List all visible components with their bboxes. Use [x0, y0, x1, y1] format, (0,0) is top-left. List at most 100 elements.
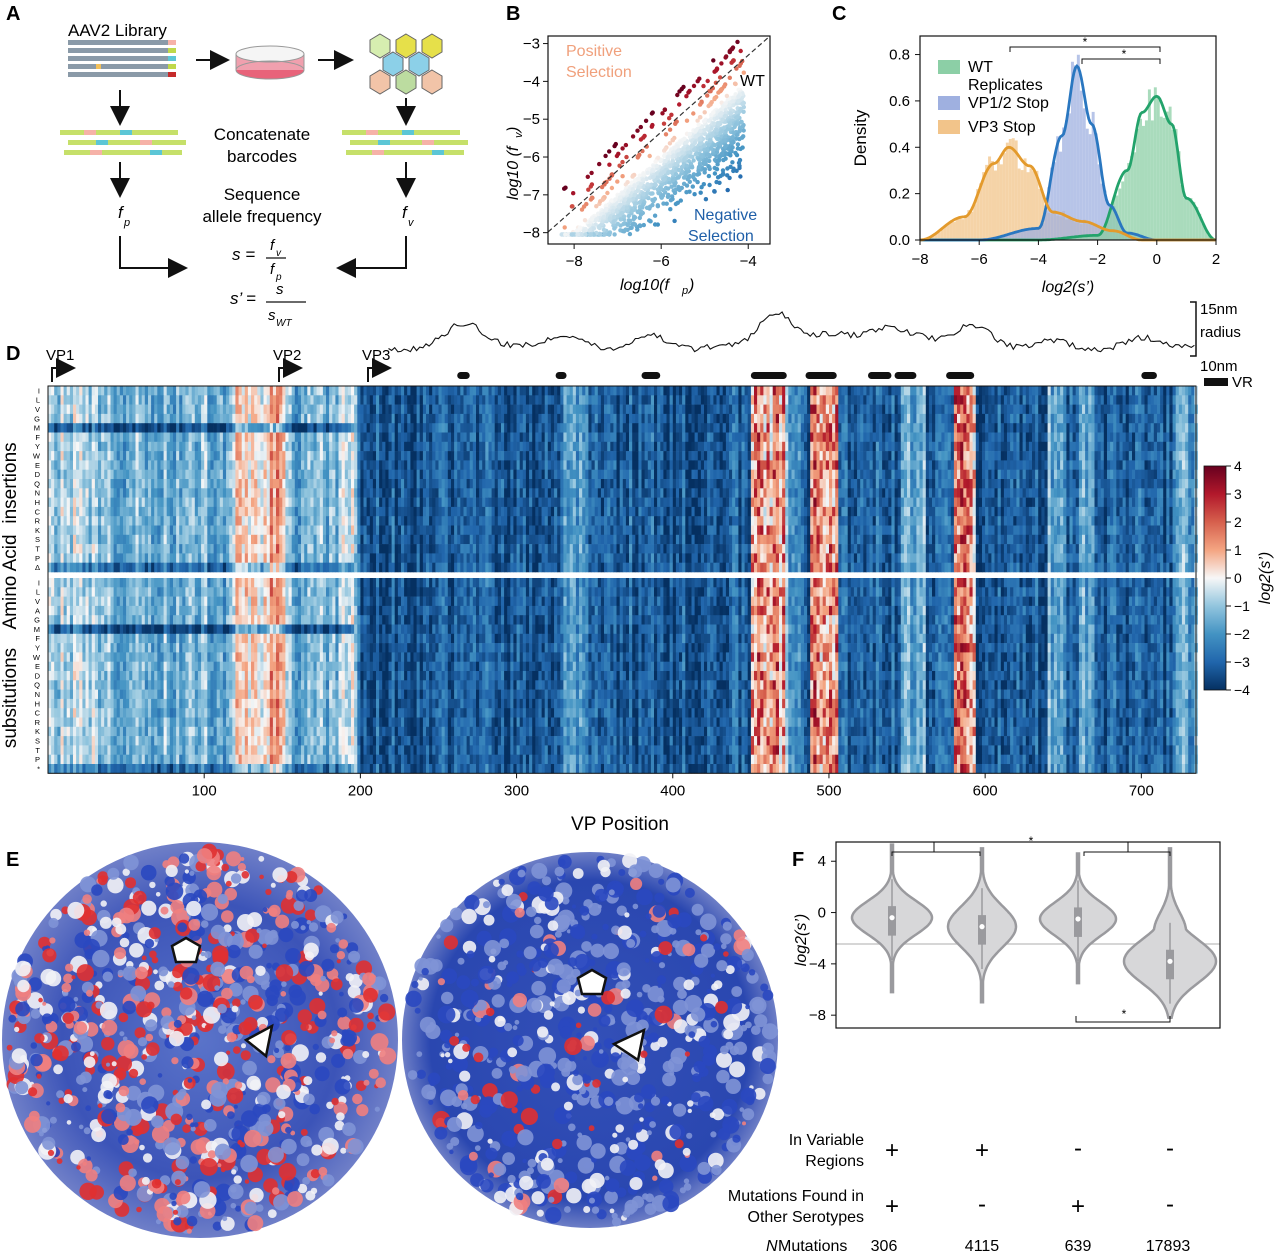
heatmap-cell [466, 451, 471, 461]
heatmap-cell [113, 451, 118, 461]
scatter-point [714, 167, 720, 172]
heatmap-cell [469, 423, 474, 433]
heatmap-cell [719, 460, 724, 470]
heatmap-cell [285, 423, 289, 433]
scatter-point [629, 208, 635, 214]
heatmap-cell [1122, 432, 1127, 443]
heatmap-cell [579, 451, 583, 461]
heatmap-cell [707, 423, 711, 433]
heatmap-cell [732, 423, 736, 433]
heatmap-cell [713, 386, 717, 396]
heatmap-cell [991, 386, 995, 396]
heatmap-cell [1185, 441, 1189, 452]
scatter-point [734, 168, 739, 173]
heatmap-cell [257, 441, 261, 452]
heatmap-cell [654, 451, 658, 461]
heatmap-cell [263, 441, 268, 452]
heatmap-cell [244, 432, 249, 443]
heatmap-cell [482, 451, 486, 461]
heatmap-cell [741, 423, 746, 433]
heatmap-cell [907, 432, 911, 443]
heatmap-cell [485, 404, 489, 415]
heatmap-cell [57, 441, 61, 452]
heatmap-cell [60, 469, 65, 480]
heatmap-cell [510, 395, 514, 405]
scatter-point [638, 124, 643, 130]
heatmap-cell [704, 395, 708, 405]
heatmap-cell [241, 386, 246, 396]
heatmap-cell [429, 395, 433, 405]
heatmap-cell [363, 413, 368, 424]
heatmap-cell [647, 395, 652, 405]
heatmap-cell [1078, 460, 1083, 470]
heatmap-cell [94, 423, 99, 433]
heatmap-cell [457, 451, 461, 461]
heatmap-cell [401, 451, 405, 461]
scatter-point [738, 174, 743, 179]
heatmap-cell [335, 395, 339, 405]
heatmap-cell [201, 395, 205, 405]
heatmap-cell [932, 413, 936, 424]
heatmap-cell [891, 451, 895, 461]
heatmap-cell [422, 395, 427, 405]
heatmap-cell [166, 404, 171, 415]
heatmap-cell [410, 441, 414, 452]
heatmap-cell [660, 441, 664, 452]
heatmap-cell [297, 386, 302, 396]
heatmap-cell [63, 404, 68, 415]
heatmap-cell [257, 451, 261, 461]
heatmap-cell [1082, 432, 1086, 443]
heatmap-cell [907, 413, 911, 424]
heatmap-cell [1107, 395, 1111, 405]
heatmap-cell [388, 404, 393, 415]
heatmap-cell [779, 386, 783, 396]
heatmap-cell [557, 395, 561, 405]
heatmap-cell [869, 395, 874, 405]
heatmap-cell [894, 404, 899, 415]
b-xtick-label: −8 [566, 253, 583, 270]
heatmap-cell [304, 451, 308, 461]
heatmap-cell [272, 413, 277, 424]
heatmap-cell [501, 432, 505, 443]
heatmap-cell [744, 413, 749, 424]
heatmap-cell [422, 413, 427, 424]
histogram-bar [1142, 125, 1145, 240]
scatter-point [667, 176, 672, 182]
heatmap-cell [585, 404, 589, 415]
heatmap-cell [366, 441, 371, 452]
heatmap-cell [444, 432, 449, 443]
heatmap-cell [735, 404, 739, 415]
heatmap-cell [1050, 404, 1055, 415]
heatmap-cell [410, 404, 414, 415]
heatmap-cell [947, 423, 952, 433]
heatmap-cell [663, 441, 667, 452]
heatmap-cell [194, 441, 199, 452]
heatmap-cell [1107, 413, 1111, 424]
heatmap-cell [997, 451, 1002, 461]
heatmap-cell [188, 423, 193, 433]
heatmap-cell [541, 460, 546, 470]
heatmap-cell [207, 432, 211, 443]
heatmap-cell [254, 423, 258, 433]
heatmap-cell [307, 413, 311, 424]
heatmap-cell [797, 460, 802, 470]
heatmap-cell [1097, 386, 1102, 396]
heatmap-cell [982, 395, 986, 405]
heatmap-cell [688, 441, 692, 452]
scatter-point [615, 179, 620, 184]
heatmap-cell [835, 432, 839, 443]
heatmap-cell [210, 441, 214, 452]
heatmap-cell [57, 395, 61, 405]
heatmap-cell [329, 395, 333, 405]
heatmap-cell [404, 432, 408, 443]
heatmap-cell [154, 404, 158, 415]
heatmap-cell [429, 441, 433, 452]
heatmap-cell [416, 441, 421, 452]
scatter-point [728, 153, 733, 158]
heatmap-cell [135, 432, 140, 443]
heatmap-cell [1060, 386, 1064, 396]
heatmap-cell [485, 441, 489, 452]
heatmap-cell [1172, 413, 1177, 424]
heatmap-cell [660, 413, 664, 424]
variable-region-bar [946, 372, 975, 379]
